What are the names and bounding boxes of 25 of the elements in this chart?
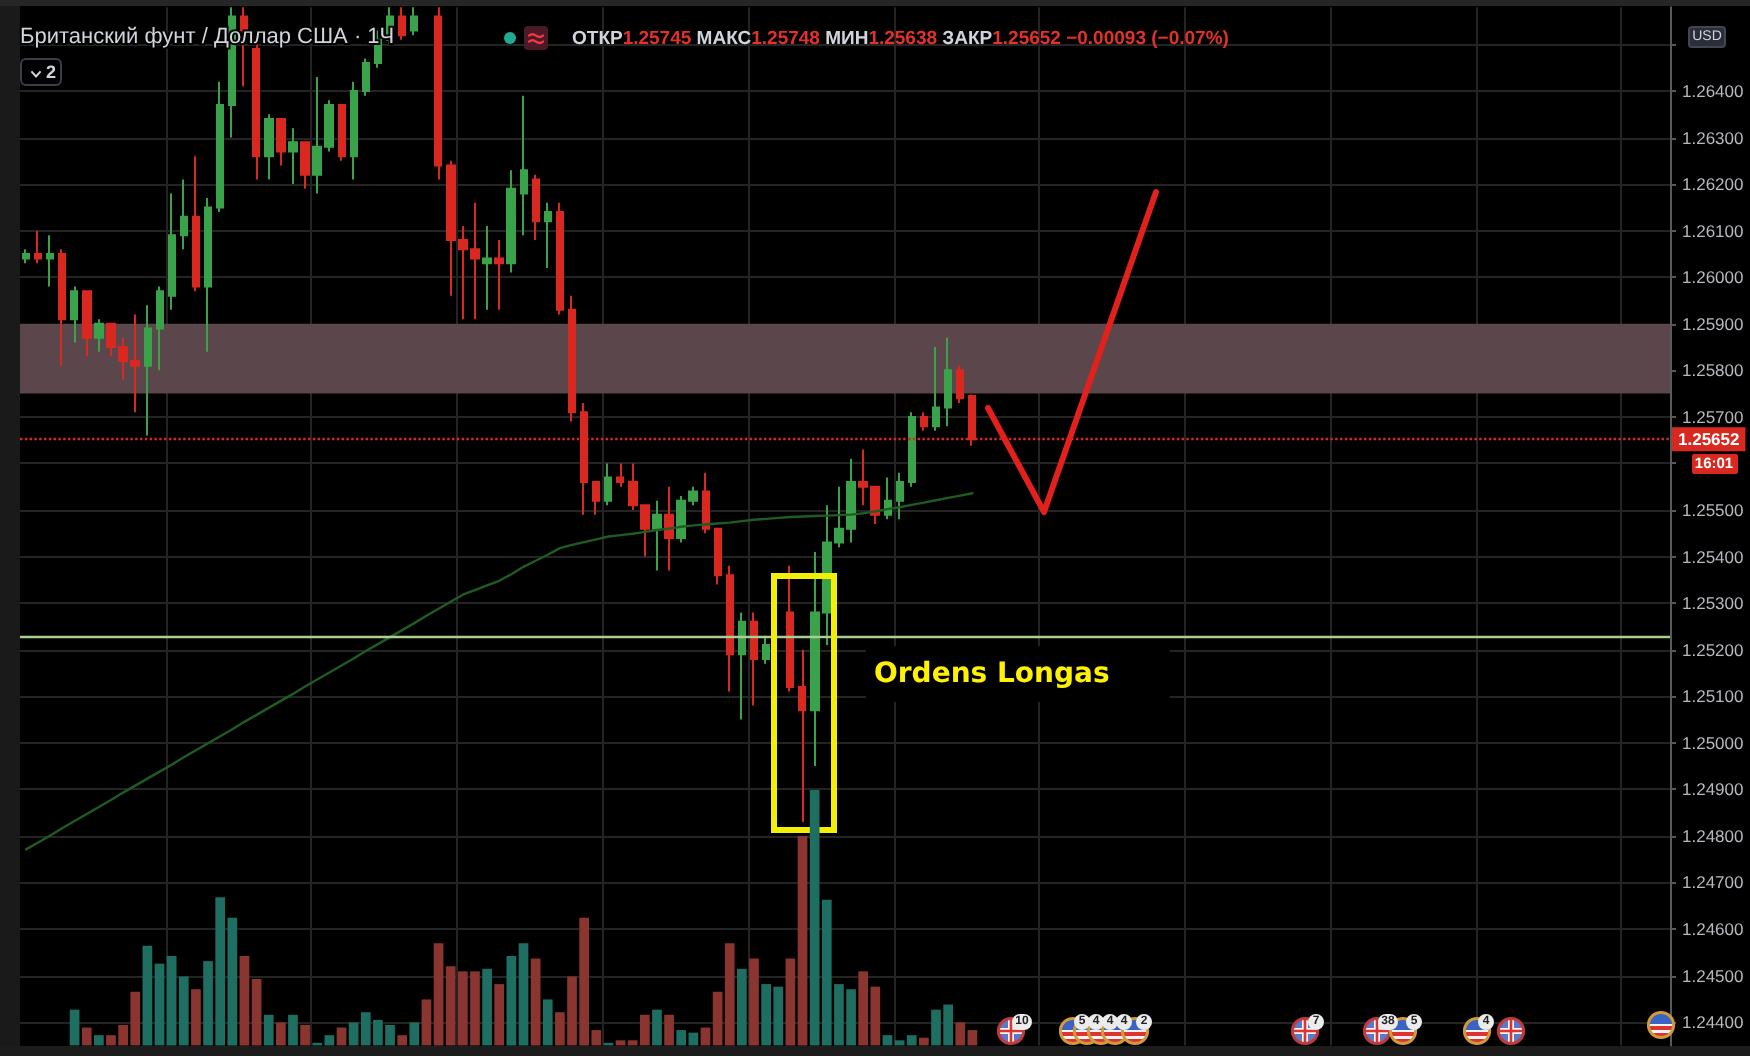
annotation: Ordens Longas bbox=[874, 658, 1110, 690]
y-tick-label: 1.26200 bbox=[1682, 174, 1744, 195]
y-tick-label: 1.26300 bbox=[1682, 127, 1744, 148]
y-tick-label: 1.26100 bbox=[1682, 220, 1744, 241]
y-tick-label: 1.25800 bbox=[1682, 360, 1744, 381]
y-tick-label: 1.25900 bbox=[1682, 313, 1744, 334]
y-tick-label: 1.25700 bbox=[1682, 406, 1744, 427]
y-tick-label: 1.24500 bbox=[1682, 965, 1744, 986]
y-tick-label: 1.25500 bbox=[1682, 500, 1744, 521]
y-tick-label: 1.26000 bbox=[1682, 267, 1744, 288]
y-tick-label: 1.25300 bbox=[1682, 593, 1744, 614]
y-tick-label: 1.26400 bbox=[1682, 81, 1744, 101]
y-tick-label: 1.25400 bbox=[1682, 546, 1744, 567]
y-tick-label: 1.24800 bbox=[1682, 825, 1744, 846]
y-tick-label: 1.25100 bbox=[1682, 686, 1744, 707]
y-tick-label: 1.25000 bbox=[1682, 732, 1744, 753]
y-tick-label: 1.25200 bbox=[1682, 639, 1744, 660]
y-tick-label: 1.24600 bbox=[1682, 919, 1744, 940]
ref-line-label: 1.25652 bbox=[1678, 429, 1740, 450]
text: ОТКР1.25745 МАКС1.25748 МИН1.25638 ЗАКР1.25652 −0.00093 (−0.07%) bbox=[572, 28, 1229, 50]
y-tick-label: 1.24400 bbox=[1682, 1012, 1744, 1033]
toggle-button: 2 bbox=[20, 58, 62, 86]
y-tick-label: 1.24700 bbox=[1682, 872, 1744, 893]
y-tick-label: 1.24900 bbox=[1682, 779, 1744, 800]
annotation: 2 bbox=[46, 62, 57, 82]
